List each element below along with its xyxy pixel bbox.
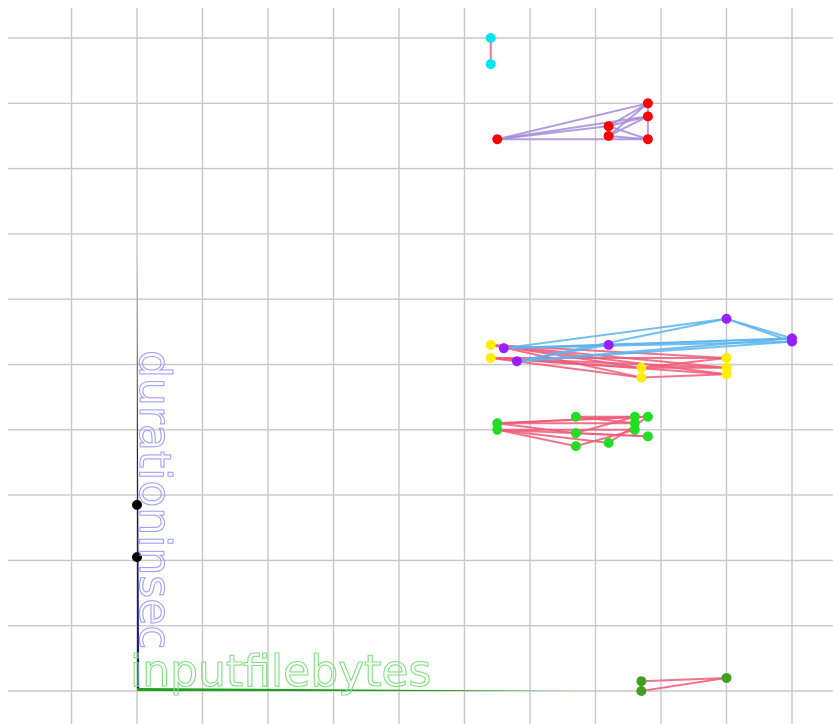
link-red [608, 125, 649, 141]
data-point-green [492, 424, 503, 435]
data-point-green [642, 411, 653, 422]
data-point-purple [787, 336, 797, 347]
link-red [497, 102, 649, 141]
link-red [607, 102, 649, 137]
link-red [608, 102, 649, 128]
data-point-cyan [485, 33, 496, 43]
data-point-yellow [485, 339, 496, 350]
data-point-purple [603, 339, 614, 350]
y-axis [137, 250, 140, 691]
axes [137, 250, 575, 691]
link-red [608, 134, 648, 141]
data-point-darkgreen [636, 676, 647, 687]
link-green [575, 415, 636, 435]
data-point-purple [511, 356, 522, 367]
data-point-yellow [636, 372, 647, 383]
x-axis [137, 688, 575, 691]
link-red [608, 115, 649, 128]
link-green [497, 428, 577, 448]
link-green [575, 432, 648, 438]
link-green [608, 415, 649, 444]
data-point-green [629, 424, 640, 435]
data-point-cyan [485, 59, 496, 70]
data-point-green [570, 428, 581, 439]
y-axis-label: durationinsec [129, 350, 180, 649]
link-darkgreen [641, 676, 727, 683]
data-point-green [570, 411, 581, 422]
data-point-green [642, 431, 653, 442]
data-point-red [492, 134, 503, 145]
cluster-links [489, 38, 793, 692]
data-point-black [132, 552, 142, 563]
data-point-purple [721, 313, 732, 324]
x-axis-label: inputfilebytes [130, 646, 431, 697]
link-yellow [490, 343, 727, 369]
link-purple [503, 317, 727, 350]
data-point-green [570, 441, 581, 452]
data-point-black [132, 499, 142, 510]
data-points [132, 33, 797, 696]
link-darkgreen [641, 676, 727, 692]
data-point-green [603, 437, 614, 448]
data-point-yellow [721, 352, 732, 363]
data-point-purple [498, 343, 509, 354]
data-point-yellow [636, 362, 647, 373]
link-green [575, 415, 635, 425]
data-point-darkgreen [721, 672, 732, 683]
data-point-darkgreen [636, 686, 647, 696]
data-point-red [642, 134, 653, 145]
link-purple [516, 340, 793, 363]
data-point-red [603, 121, 614, 132]
link-purple [726, 317, 793, 343]
data-point-red [642, 111, 653, 122]
data-point-yellow [485, 352, 496, 363]
link-yellow [641, 373, 727, 379]
link-green [497, 422, 576, 435]
link-yellow [490, 343, 727, 376]
link-purple [608, 337, 793, 346]
data-point-red [603, 130, 614, 141]
link-red [608, 115, 649, 137]
data-point-yellow [721, 369, 732, 380]
link-yellow [641, 356, 727, 369]
link-purple [516, 343, 609, 363]
link-red [497, 125, 609, 141]
data-point-red [642, 98, 653, 109]
link-green [497, 428, 609, 444]
